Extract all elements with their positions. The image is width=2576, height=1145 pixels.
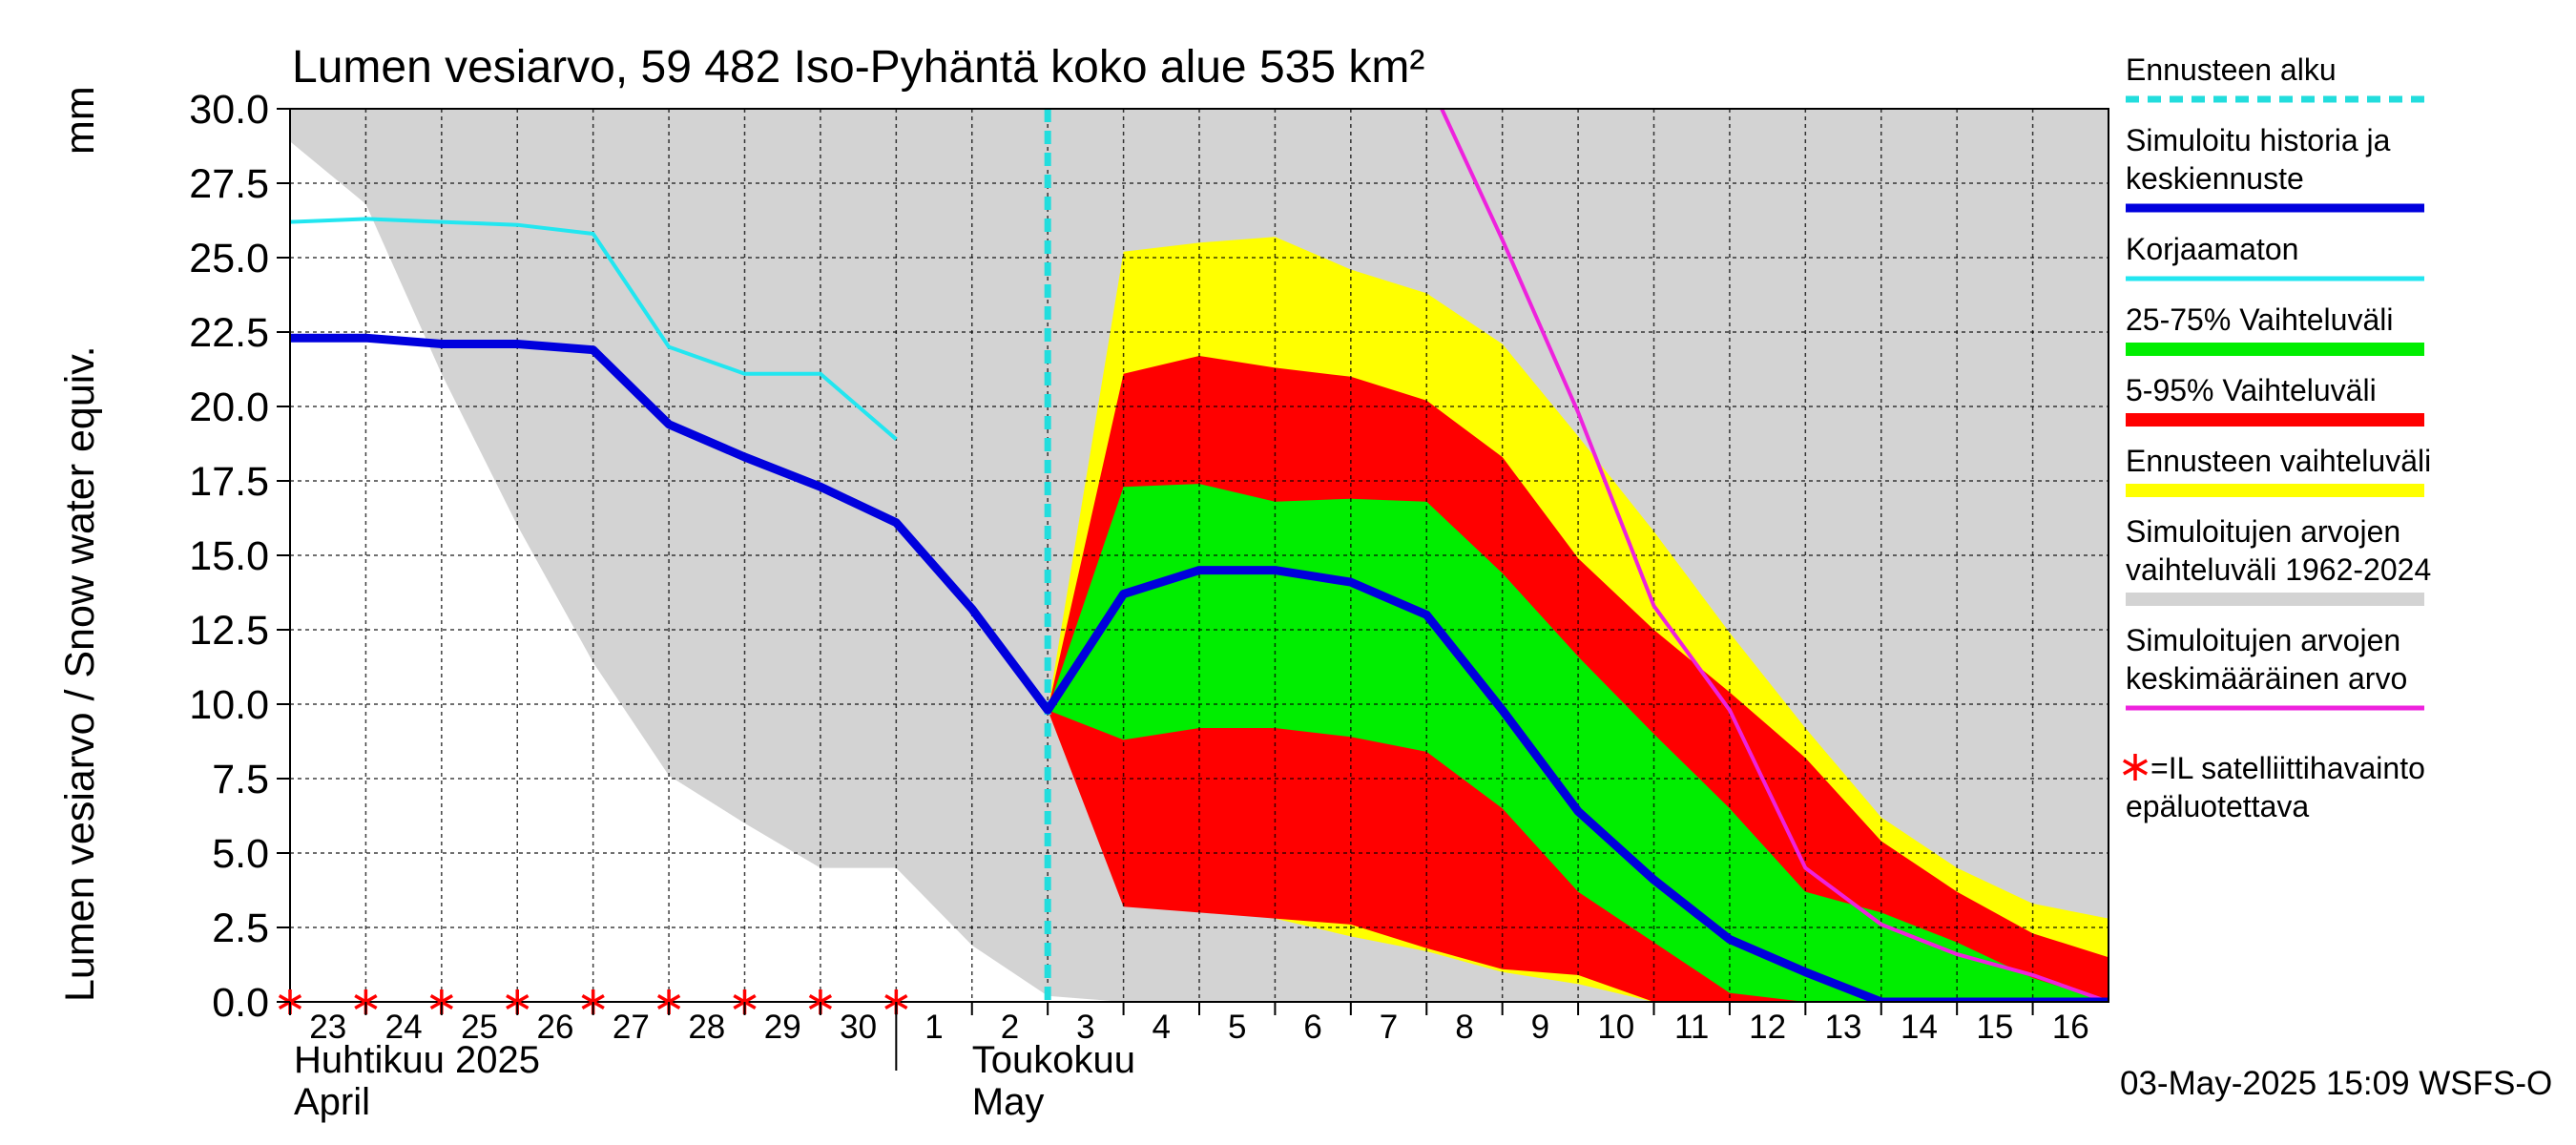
legend-item: Ennusteen alku xyxy=(2126,52,2424,103)
legend-item: 5-95% Vaihteluväli xyxy=(2126,373,2424,427)
legend-item: Ennusteen vaihteluväli xyxy=(2126,444,2431,497)
legend-item: Simuloitujen arvojen keskimääräinen arvo xyxy=(2126,623,2424,711)
axis-ticks: 0.0 2.5 5.0 7.5 10.0 12.5 15.0 17.5 20.0 22.5 25.0… xyxy=(189,87,2088,1123)
y-tick-label: 17.5 xyxy=(189,459,269,505)
y-tick-label: 22.5 xyxy=(189,310,269,356)
chart-title: Lumen vesiarvo, 59 482 Iso-Pyhäntä koko … xyxy=(292,42,1424,93)
y-tick-label: 5.0 xyxy=(212,831,269,877)
y-tick-label: 30.0 xyxy=(189,87,269,133)
y-tick-label: 20.0 xyxy=(189,385,269,430)
x-tick-label: 12 xyxy=(1749,1009,1786,1046)
month-label-fi: Toukokuu xyxy=(972,1039,1135,1081)
legend-item: 25-75% Vaihteluväli xyxy=(2126,302,2424,356)
historical-mean-line xyxy=(1440,109,2109,1002)
x-tick-label: 23 xyxy=(309,1009,346,1046)
x-tick-label: 3 xyxy=(1076,1009,1094,1046)
legend-label: 25-75% Vaihteluväli xyxy=(2126,302,2393,337)
legend-label: Simuloitu historia ja keskiennuste xyxy=(2126,123,2391,196)
legend-label: =IL satelliittihavainto epäluotettava xyxy=(2126,751,2425,823)
y-tick-label: 15.0 xyxy=(189,533,269,579)
y-tick-label: 2.5 xyxy=(212,906,269,951)
legend-item: Simuloitu historia ja keskiennuste xyxy=(2126,123,2424,213)
x-tick-label: 6 xyxy=(1303,1009,1321,1046)
x-tick-label: 7 xyxy=(1380,1009,1398,1046)
x-tick-label: 4 xyxy=(1153,1009,1171,1046)
y-tick-label: 0.0 xyxy=(212,980,269,1026)
legend-label: 5-95% Vaihteluväli xyxy=(2126,373,2377,407)
x-tick-label: 10 xyxy=(1597,1009,1634,1046)
uncorrected-series-line xyxy=(290,217,898,441)
x-tick-label: 15 xyxy=(1976,1009,2013,1046)
x-tick-label: 30 xyxy=(840,1009,877,1046)
x-tick-label: 28 xyxy=(688,1009,725,1046)
x-tick-label: 14 xyxy=(1901,1009,1938,1046)
legend-item: =IL satelliittihavainto epäluotettava xyxy=(2123,751,2425,823)
x-tick-label: 5 xyxy=(1228,1009,1246,1046)
legend-star-icon xyxy=(2123,754,2148,781)
y-tick-label: 10.0 xyxy=(189,682,269,728)
x-tick-label: 27 xyxy=(613,1009,650,1046)
month-label-fi: Huhtikuu 2025 xyxy=(294,1039,540,1081)
legend-label: Korjaamaton xyxy=(2126,232,2298,266)
x-tick-label: 16 xyxy=(2052,1009,2089,1046)
legend-item: Simuloitujen arvojen vaihteluväli 1962-20… xyxy=(2126,514,2431,606)
legend-label: Simuloitujen arvojen vaihteluväli 1962-20… xyxy=(2126,514,2431,587)
x-tick-label: 9 xyxy=(1531,1009,1549,1046)
legend-item: Korjaamaton xyxy=(2126,232,2424,281)
y-tick-label: 25.0 xyxy=(189,236,269,281)
plot-area xyxy=(278,108,2109,1014)
month-label-en: May xyxy=(972,1081,1045,1123)
x-tick-label: 26 xyxy=(536,1009,573,1046)
median-forecast-line xyxy=(290,333,2109,1002)
grid xyxy=(290,109,2109,1002)
legend-label: Ennusteen vaihteluväli xyxy=(2126,444,2431,478)
legend-label: Ennusteen alku xyxy=(2126,52,2337,87)
y-tick-label: 27.5 xyxy=(189,161,269,207)
x-tick-label: 29 xyxy=(764,1009,801,1046)
y-axis-label: Lumen vesiarvo / Snow water equiv. xyxy=(57,345,103,1002)
y-tick-label: 7.5 xyxy=(212,757,269,802)
x-tick-label: 2 xyxy=(1001,1009,1019,1046)
y-tick-label: 12.5 xyxy=(189,608,269,654)
x-tick-label: 13 xyxy=(1825,1009,1862,1046)
x-tick-label: 8 xyxy=(1455,1009,1473,1046)
legend: Ennusteen alku Simuloitu historia ja keski… xyxy=(2123,52,2431,823)
x-tick-label: 11 xyxy=(1674,1009,1709,1046)
month-label-en: April xyxy=(294,1081,370,1123)
x-tick-label: 24 xyxy=(385,1009,423,1046)
plot-content xyxy=(290,109,2109,1002)
y-axis-unit: mm xyxy=(57,86,103,155)
x-tick-label: 25 xyxy=(461,1009,498,1046)
footer-timestamp: 03-May-2025 15:09 WSFS-O xyxy=(2120,1065,2552,1102)
x-tick-label: 1 xyxy=(924,1009,943,1046)
legend-label: Simuloitujen arvojen keskimääräinen arvo xyxy=(2126,623,2407,696)
